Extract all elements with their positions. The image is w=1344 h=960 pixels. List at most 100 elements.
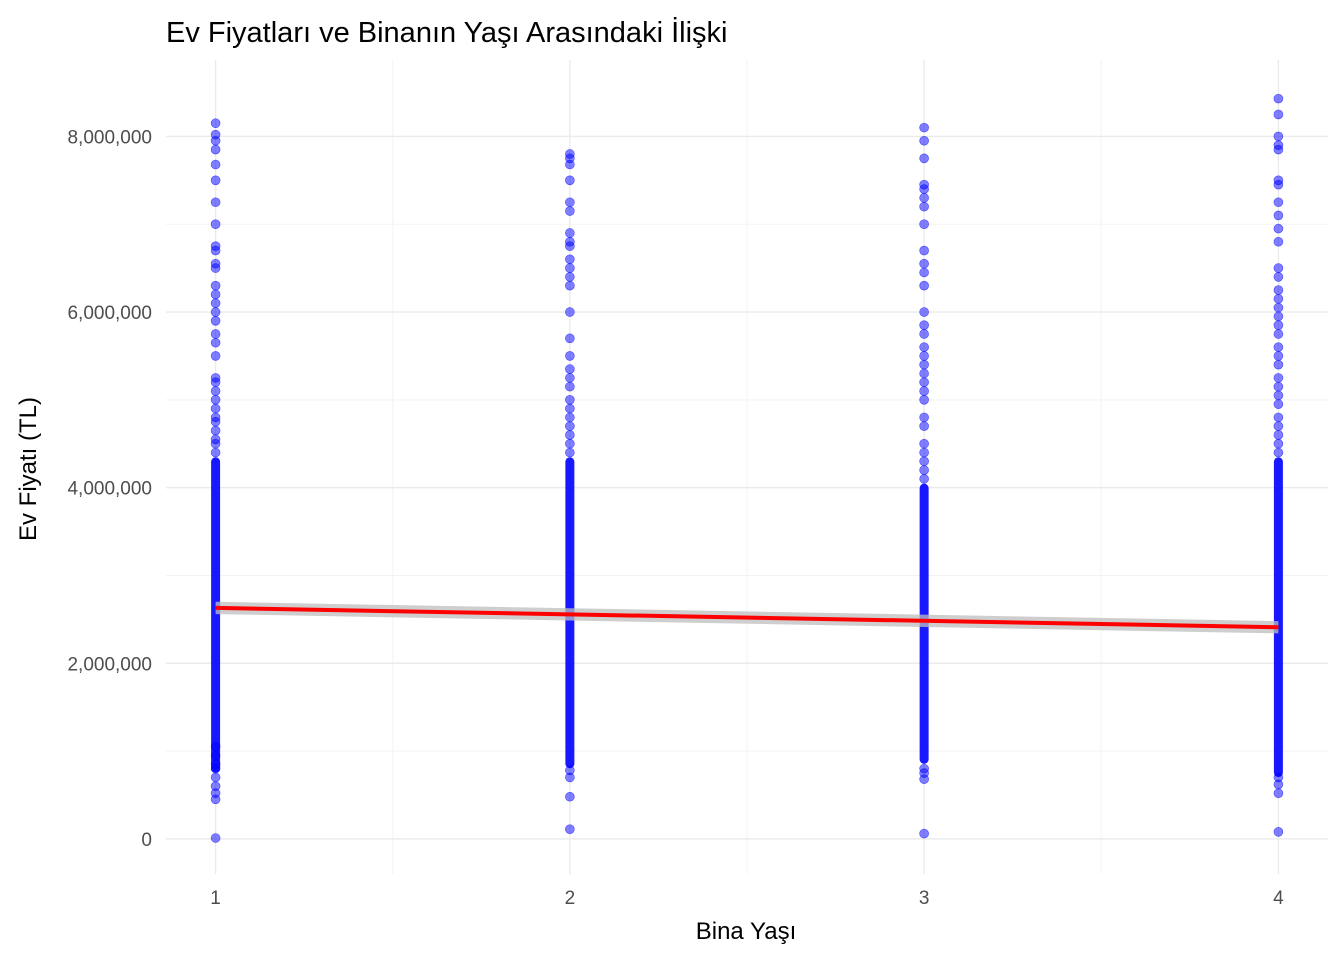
y-tick-label: 2,000,000 bbox=[67, 654, 152, 675]
data-point bbox=[1273, 329, 1284, 339]
data-point bbox=[919, 438, 929, 449]
data-point bbox=[1273, 294, 1284, 304]
data-point bbox=[919, 267, 929, 278]
data-point bbox=[919, 135, 929, 146]
data-point bbox=[919, 193, 929, 203]
data-point bbox=[1273, 430, 1284, 440]
data-point bbox=[1273, 772, 1284, 783]
data-point bbox=[919, 258, 929, 269]
data-point bbox=[919, 201, 929, 212]
data-point bbox=[210, 412, 221, 423]
data-point bbox=[1273, 285, 1284, 295]
data-point bbox=[565, 175, 575, 186]
data-point bbox=[565, 403, 575, 414]
data-point bbox=[210, 298, 221, 309]
data-point bbox=[1273, 320, 1284, 330]
data-point bbox=[210, 434, 221, 445]
data-point bbox=[210, 118, 221, 129]
data-point bbox=[210, 447, 221, 458]
y-tick-label: 6,000,000 bbox=[67, 303, 152, 324]
data-point bbox=[210, 750, 221, 761]
data-point bbox=[210, 337, 221, 348]
data-point bbox=[919, 342, 929, 352]
data-point bbox=[210, 219, 221, 230]
data-point bbox=[210, 197, 221, 208]
grid-lines bbox=[166, 60, 1328, 874]
data-point bbox=[919, 179, 929, 190]
data-point bbox=[210, 329, 221, 339]
data-point bbox=[919, 763, 929, 774]
data-point bbox=[1273, 390, 1284, 401]
data-point bbox=[919, 386, 929, 396]
data-point bbox=[565, 228, 575, 238]
data-point bbox=[1273, 302, 1284, 313]
data-point bbox=[1273, 447, 1284, 458]
data-point bbox=[565, 280, 575, 291]
data-point bbox=[565, 236, 575, 247]
data-point bbox=[565, 197, 575, 208]
data-point bbox=[1273, 210, 1284, 221]
data-point bbox=[210, 241, 221, 251]
data-point bbox=[565, 430, 575, 440]
dense-point-cluster bbox=[211, 457, 221, 773]
data-point bbox=[210, 373, 221, 383]
data-point bbox=[919, 377, 929, 388]
data-point bbox=[1273, 399, 1284, 410]
data-point bbox=[565, 206, 575, 216]
data-point bbox=[210, 289, 221, 300]
data-point bbox=[919, 395, 929, 405]
data-point bbox=[1273, 236, 1284, 247]
data-point bbox=[1273, 412, 1284, 423]
x-tick-label: 2 bbox=[565, 888, 576, 909]
data-point bbox=[919, 245, 929, 256]
data-point bbox=[919, 153, 929, 164]
x-axis-title: Bina Yaşı bbox=[696, 918, 797, 945]
chart-title: Ev Fiyatları ve Binanın Yaşı Arasındaki … bbox=[166, 16, 727, 49]
data-point bbox=[210, 741, 221, 752]
data-point bbox=[1273, 351, 1284, 361]
data-point bbox=[210, 159, 221, 170]
data-point bbox=[1273, 197, 1284, 208]
data-point bbox=[210, 280, 221, 291]
data-point bbox=[919, 447, 929, 458]
data-point bbox=[210, 386, 221, 396]
data-point bbox=[919, 456, 929, 467]
data-point bbox=[565, 254, 575, 265]
data-point bbox=[919, 280, 929, 291]
data-point bbox=[1273, 140, 1284, 150]
data-point bbox=[565, 307, 575, 317]
data-point bbox=[210, 351, 221, 361]
y-axis-title: Ev Fiyatı (TL) bbox=[15, 397, 42, 541]
data-point bbox=[919, 359, 929, 370]
trend-line-group bbox=[215, 601, 1279, 634]
data-point bbox=[565, 395, 575, 405]
data-point bbox=[210, 395, 221, 405]
data-point bbox=[210, 772, 221, 783]
data-point bbox=[210, 315, 221, 326]
data-point bbox=[1273, 342, 1284, 352]
data-point bbox=[565, 438, 575, 449]
data-point bbox=[210, 425, 221, 436]
data-point bbox=[1273, 381, 1284, 392]
data-point bbox=[210, 144, 221, 155]
data-point bbox=[1273, 311, 1284, 322]
data-point bbox=[1273, 272, 1284, 282]
data-point bbox=[919, 219, 929, 230]
data-point bbox=[565, 791, 575, 802]
data-point bbox=[1273, 373, 1284, 383]
x-axis-ticks: 1 2 3 4 bbox=[210, 888, 1284, 909]
data-point bbox=[919, 307, 929, 317]
data-point bbox=[919, 412, 929, 423]
data-point bbox=[210, 129, 221, 140]
data-point bbox=[565, 333, 575, 344]
data-point bbox=[919, 828, 929, 839]
data-point bbox=[1273, 131, 1284, 142]
data-point bbox=[1273, 788, 1284, 799]
x-tick-label: 3 bbox=[919, 888, 930, 909]
data-point bbox=[919, 421, 929, 431]
data-point bbox=[210, 403, 221, 414]
data-point bbox=[919, 465, 929, 475]
data-point bbox=[565, 765, 575, 776]
data-point bbox=[1273, 421, 1284, 431]
